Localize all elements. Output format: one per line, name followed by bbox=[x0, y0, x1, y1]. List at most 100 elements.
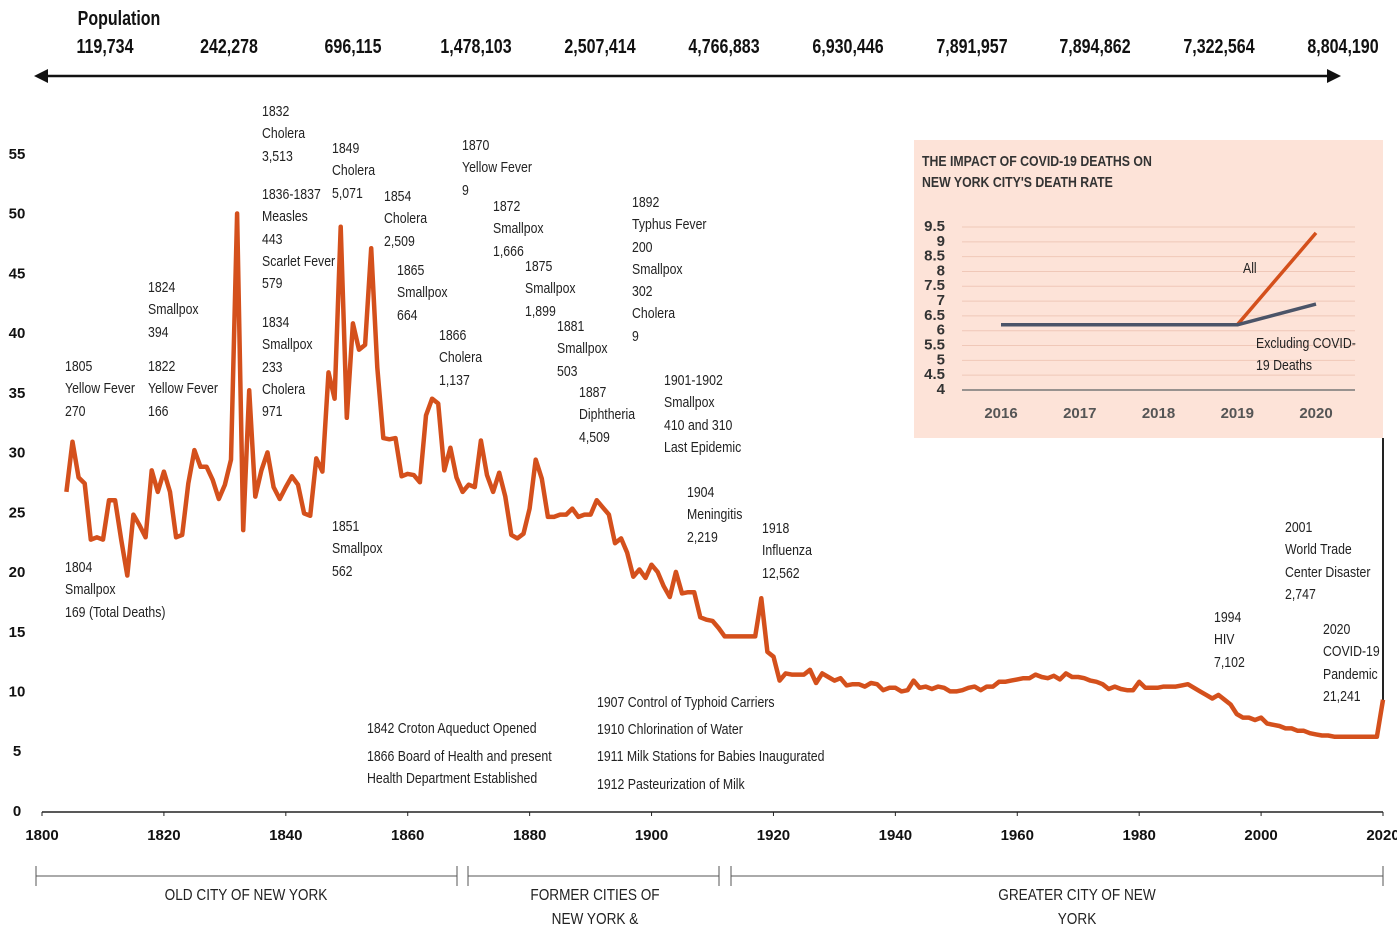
population-value: 2,507,414 bbox=[564, 36, 636, 58]
y-tick-label: 30 bbox=[9, 445, 26, 462]
annotation-line: 394 bbox=[148, 323, 169, 341]
annotation-line: 1865 bbox=[397, 262, 425, 279]
annotation: 1836-1837 Measles 443 Scarlet Fever 579 bbox=[262, 184, 335, 295]
annotation-line: Yellow Fever bbox=[148, 380, 218, 398]
data-line bbox=[64, 211, 1386, 739]
annotation-line: Smallpox bbox=[557, 340, 608, 358]
annotation-line: Smallpox bbox=[493, 220, 544, 238]
annotation-line: 302 bbox=[632, 283, 653, 301]
annotation-line: 1911 Milk Stations for Babies Inaugurate… bbox=[597, 748, 825, 765]
annotation-line: 2,747 bbox=[1285, 585, 1316, 603]
annotation-line: 166 bbox=[148, 402, 169, 420]
annotation: 1824 Smallpox 394 bbox=[148, 277, 199, 344]
annotation-line: 664 bbox=[397, 306, 418, 324]
series-label: All bbox=[1243, 260, 1257, 277]
annotation: 1912 Pasteurization of Milk bbox=[597, 774, 745, 796]
annotation-line: 1834 bbox=[262, 314, 290, 331]
annotation: 1994 HIV 7,102 bbox=[1214, 607, 1245, 674]
annotation: 1822 Yellow Fever 166 bbox=[148, 356, 218, 423]
annotation-line: 4,509 bbox=[579, 428, 610, 446]
y-tick-label: 10 bbox=[9, 684, 26, 701]
y-tick-label: 25 bbox=[9, 504, 26, 521]
inset-x-tick-label: 2020 bbox=[1299, 405, 1332, 422]
annotation-line: Yellow Fever bbox=[65, 380, 135, 398]
annotation: 1887 Diphtheria 4,509 bbox=[579, 382, 635, 449]
annotation-line: 1805 bbox=[65, 358, 93, 375]
annotation-line: 1842 Croton Aqueduct Opened bbox=[367, 720, 537, 737]
population-value: 4,766,883 bbox=[688, 36, 760, 58]
annotation-line: Cholera bbox=[439, 349, 483, 367]
annotation: 1911 Milk Stations for Babies Inaugurate… bbox=[597, 746, 824, 768]
y-tick-label: 45 bbox=[9, 265, 26, 282]
annotation-line: 1,899 bbox=[525, 302, 556, 320]
annotation: 2020 COVID-19 Pandemic 21,241 bbox=[1323, 619, 1380, 708]
annotation-line: Center Disaster bbox=[1285, 563, 1371, 581]
annotation-line: Last Epidemic bbox=[664, 438, 742, 456]
data-line bbox=[1001, 302, 1317, 327]
annotation-line: 1901-1902 bbox=[664, 372, 723, 389]
x-tick-label: 1920 bbox=[757, 827, 790, 844]
annotation-line: 1824 bbox=[148, 279, 176, 296]
annotation-line: 9 bbox=[632, 327, 639, 345]
population-value: 242,278 bbox=[199, 36, 258, 58]
annotation-line: 1904 bbox=[687, 484, 715, 501]
inset-title: NEW YORK CITY'S DEATH RATE bbox=[922, 174, 1113, 191]
annotation: 1907 Control of Typhoid Carriers bbox=[597, 692, 775, 714]
annotation-line: 1892 bbox=[632, 194, 660, 211]
annotation-line: Yellow Fever bbox=[462, 159, 532, 177]
annotation-line: Smallpox bbox=[397, 284, 448, 302]
annotation-line: 410 and 310 bbox=[664, 416, 733, 434]
annotation-line: 1866 bbox=[439, 327, 467, 344]
annotation: 1872 Smallpox 1,666 bbox=[493, 196, 544, 263]
annotation-line: 1918 bbox=[762, 520, 790, 537]
annotation-line: 200 bbox=[632, 238, 653, 256]
annotation-line: 9 bbox=[462, 181, 469, 199]
annotation-line: Diphtheria bbox=[579, 406, 636, 424]
annotation-line: 2020 bbox=[1323, 621, 1351, 638]
annotation: 1804 Smallpox 169 (Total Deaths) bbox=[65, 557, 166, 624]
annotation: 1910 Chlorination of Water bbox=[597, 719, 743, 741]
annotation-line: 169 (Total Deaths) bbox=[65, 603, 166, 621]
population-value: 1,478,103 bbox=[440, 36, 512, 58]
annotation-line: 1822 bbox=[148, 358, 176, 375]
arrow-head bbox=[34, 69, 48, 83]
population-value: 696,115 bbox=[324, 36, 382, 58]
annotation-line: 1912 Pasteurization of Milk bbox=[597, 776, 745, 793]
annotation-line: 1870 bbox=[462, 137, 490, 154]
x-tick-label: 1940 bbox=[879, 827, 912, 844]
y-tick-label: 15 bbox=[9, 624, 26, 641]
annotation-line: HIV bbox=[1214, 631, 1235, 649]
annotation-line: 3,513 bbox=[262, 147, 293, 165]
annotation: 1834 Smallpox 233 Cholera 971 bbox=[262, 312, 313, 423]
annotation-line: 1907 Control of Typhoid Carriers bbox=[597, 694, 775, 711]
inset-x-tick-label: 2016 bbox=[984, 405, 1017, 422]
annotation-line: World Trade bbox=[1285, 541, 1352, 559]
x-tick-label: 2020 bbox=[1366, 827, 1397, 844]
inset-y-tick-label: 5 bbox=[937, 351, 945, 368]
inset-y-tick-label: 8.5 bbox=[924, 248, 945, 265]
annotation-line: COVID-19 bbox=[1323, 643, 1380, 661]
annotation-line: 1872 bbox=[493, 198, 521, 215]
annotation: 2001 World Trade Center Disaster 2,747 bbox=[1285, 517, 1370, 606]
annotation-line: Smallpox bbox=[65, 581, 116, 599]
population-value: 7,894,862 bbox=[1059, 36, 1131, 58]
annotation-line: Smallpox bbox=[525, 280, 576, 298]
x-tick-label: 2000 bbox=[1244, 827, 1277, 844]
annotation: 1866 Cholera 1,137 bbox=[439, 325, 482, 392]
annotation-line: Cholera bbox=[332, 162, 376, 180]
arrow-head bbox=[1327, 69, 1341, 83]
annotation-line: Cholera bbox=[262, 125, 306, 143]
annotation-line: 1836-1837 bbox=[262, 186, 321, 203]
annotation-line: Cholera bbox=[632, 305, 676, 323]
population-value: 7,891,957 bbox=[936, 36, 1008, 58]
inset-x-tick-label: 2018 bbox=[1142, 405, 1175, 422]
annotation-line: 1832 bbox=[262, 103, 290, 120]
annotation-line: Smallpox bbox=[632, 260, 683, 278]
inset-y-tick-label: 5.5 bbox=[924, 337, 945, 354]
series-label: Excluding COVID-19 Deaths bbox=[1256, 335, 1356, 375]
annotation-line: 1854 bbox=[384, 188, 412, 205]
annotation: 1805 Yellow Fever 270 bbox=[65, 356, 135, 423]
annotation-line: 2,509 bbox=[384, 232, 415, 250]
annotation-line: 562 bbox=[332, 562, 353, 580]
